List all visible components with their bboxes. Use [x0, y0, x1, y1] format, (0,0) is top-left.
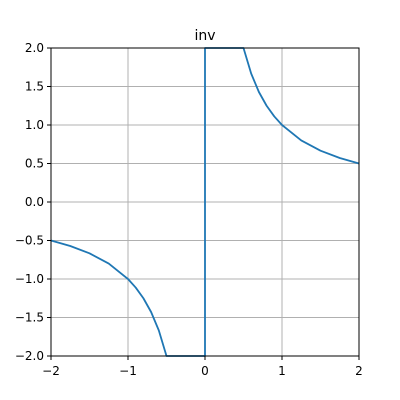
- y-tick-label: −0.5: [15, 234, 44, 248]
- y-tick-label: −1.5: [15, 311, 44, 325]
- x-tick-label: −2: [42, 364, 60, 378]
- y-tick-label: −2.0: [15, 349, 44, 363]
- series-line: [50, 47, 360, 357]
- x-tick-label: −1: [119, 364, 137, 378]
- x-tick-label: 1: [278, 364, 286, 378]
- chart-title: inv: [194, 28, 215, 44]
- axis-ticks: −2 −1 0 1 2 2.0 1.5 1.0 0.5 0.0 −0.5 −1.0 −1.5 −2.0: [15, 41, 363, 378]
- y-tick-label: −1.0: [15, 272, 44, 286]
- y-tick-label: 1.5: [25, 80, 44, 94]
- y-tick-label: 1.0: [25, 118, 44, 132]
- x-tick-label: 0: [201, 364, 209, 378]
- series-layer: [50, 47, 360, 357]
- x-tick-label: 2: [355, 364, 363, 378]
- y-tick-label: 0.5: [25, 157, 44, 171]
- y-tick-label: 0.0: [25, 195, 44, 209]
- y-tick-label: 2.0: [25, 41, 44, 55]
